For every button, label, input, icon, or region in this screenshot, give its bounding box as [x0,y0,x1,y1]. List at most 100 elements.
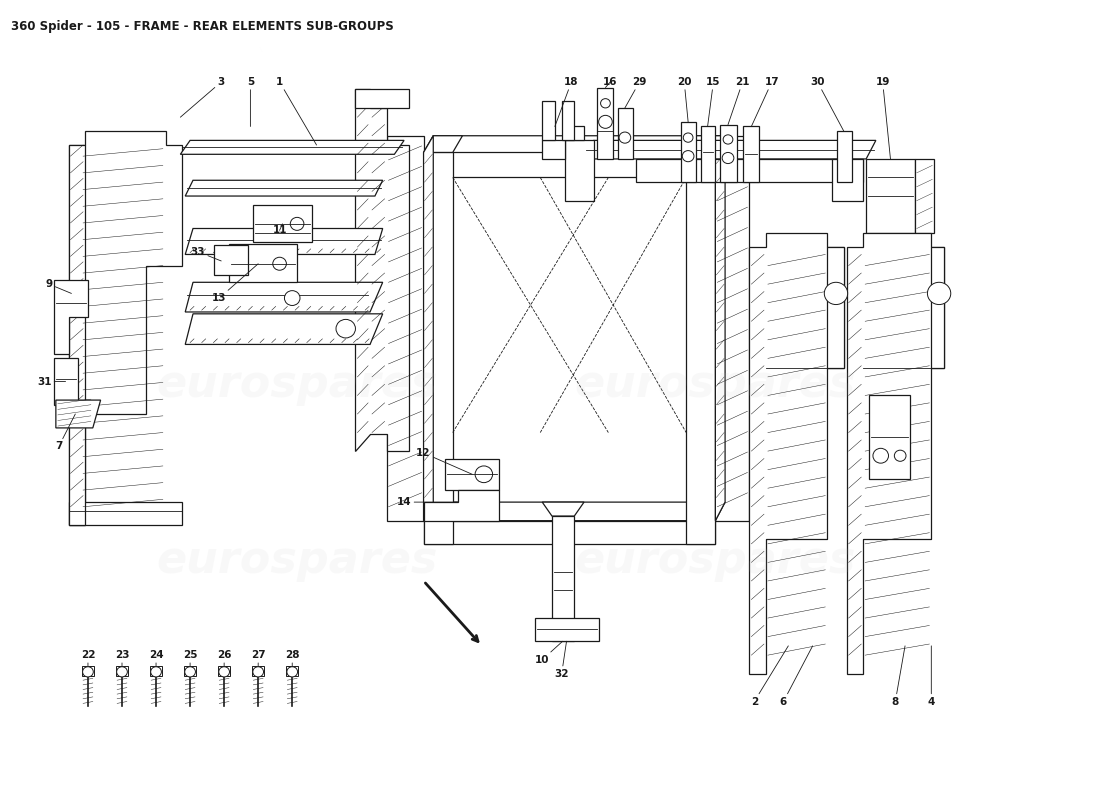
Polygon shape [214,245,249,275]
Text: 16: 16 [603,77,617,87]
Circle shape [619,132,630,143]
Text: 13: 13 [212,264,258,303]
Text: 4: 4 [927,646,935,706]
Text: 21: 21 [728,77,750,125]
Polygon shape [386,136,424,521]
Polygon shape [715,136,749,521]
Text: 33: 33 [190,246,221,261]
Circle shape [682,150,694,162]
Polygon shape [424,521,715,544]
Text: 19: 19 [876,77,891,159]
Text: 17: 17 [751,77,779,126]
Polygon shape [847,233,944,674]
Text: 9: 9 [45,279,72,294]
Polygon shape [562,101,574,140]
Polygon shape [832,159,864,201]
Text: 31: 31 [37,377,66,386]
Polygon shape [82,666,94,675]
Text: 1: 1 [276,77,317,145]
Polygon shape [866,159,915,233]
Text: 15: 15 [706,77,721,126]
Polygon shape [253,206,311,242]
Polygon shape [742,126,759,182]
Text: 27: 27 [251,650,265,666]
Polygon shape [185,180,383,196]
Polygon shape [252,666,264,675]
Polygon shape [424,136,725,154]
Text: 14: 14 [397,497,458,507]
Circle shape [824,282,848,305]
Circle shape [151,666,162,677]
Text: 26: 26 [217,650,231,666]
Circle shape [683,133,693,142]
Text: 23: 23 [114,650,130,666]
Polygon shape [56,400,100,428]
Circle shape [253,666,264,677]
Polygon shape [564,140,594,201]
Text: eurosparеs: eurosparеs [574,538,856,582]
Circle shape [82,666,94,677]
Polygon shape [68,502,183,526]
Circle shape [601,98,610,108]
Polygon shape [536,618,598,642]
Polygon shape [185,666,196,675]
Polygon shape [915,159,934,233]
Polygon shape [185,282,383,312]
Polygon shape [749,233,844,674]
Circle shape [117,666,128,677]
Text: 18: 18 [554,77,579,126]
Text: 30: 30 [811,77,844,131]
Polygon shape [542,101,554,140]
Text: 12: 12 [416,448,472,474]
Text: 24: 24 [148,650,164,666]
Text: 5: 5 [246,77,254,126]
Polygon shape [720,125,737,182]
Circle shape [873,448,889,463]
Polygon shape [686,153,715,544]
Text: eurosparеs: eurosparеs [156,538,438,582]
Text: eurosparеs: eurosparеs [156,362,438,406]
Polygon shape [542,502,584,516]
Polygon shape [444,458,499,490]
Polygon shape [827,247,844,368]
Polygon shape [424,136,462,153]
Polygon shape [869,395,910,479]
Text: eurosparеs: eurosparеs [574,362,856,406]
Polygon shape [584,140,876,159]
Text: 7: 7 [55,414,75,451]
Polygon shape [180,140,404,154]
Polygon shape [424,136,433,521]
Polygon shape [68,145,85,526]
Polygon shape [542,126,584,159]
Text: 360 Spider - 105 - FRAME - REAR ELEMENTS SUB-GROUPS: 360 Spider - 105 - FRAME - REAR ELEMENTS… [11,20,394,33]
Polygon shape [424,153,715,178]
Polygon shape [837,131,851,182]
Text: 25: 25 [183,650,197,666]
Text: 22: 22 [80,650,96,666]
Polygon shape [424,490,499,521]
Circle shape [285,290,300,306]
Polygon shape [424,502,725,521]
Polygon shape [681,122,696,182]
Circle shape [287,666,298,677]
Circle shape [185,666,196,677]
Polygon shape [229,244,297,282]
Circle shape [336,319,355,338]
Polygon shape [68,131,183,526]
Polygon shape [185,229,383,254]
Polygon shape [54,358,78,405]
Circle shape [894,450,906,462]
Text: 2: 2 [750,646,789,706]
Polygon shape [54,279,88,354]
Circle shape [475,466,493,482]
Polygon shape [286,666,298,675]
Polygon shape [218,666,230,675]
Polygon shape [424,153,453,544]
Polygon shape [185,314,383,345]
Text: 32: 32 [554,642,569,678]
Text: 8: 8 [892,646,905,706]
Text: 3: 3 [180,77,224,118]
Polygon shape [151,666,162,675]
Text: 11: 11 [273,224,287,235]
Circle shape [273,258,286,270]
